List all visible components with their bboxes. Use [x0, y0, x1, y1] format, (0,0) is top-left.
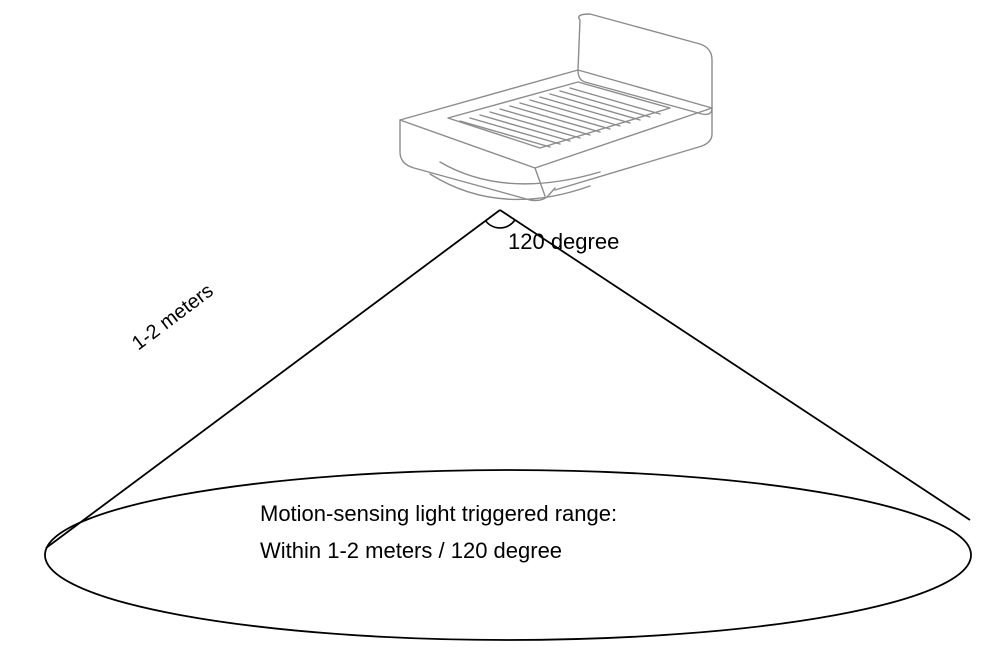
- device-outline: [400, 14, 712, 201]
- description-line-2: Within 1-2 meters / 120 degree: [260, 532, 617, 569]
- angle-label: 120 degree: [508, 229, 619, 255]
- description-block: Motion-sensing light triggered range: Wi…: [260, 495, 617, 570]
- description-line-1: Motion-sensing light triggered range:: [260, 495, 617, 532]
- diagram-canvas: 120 degree 1-2 meters Motion-sensing lig…: [0, 0, 1000, 658]
